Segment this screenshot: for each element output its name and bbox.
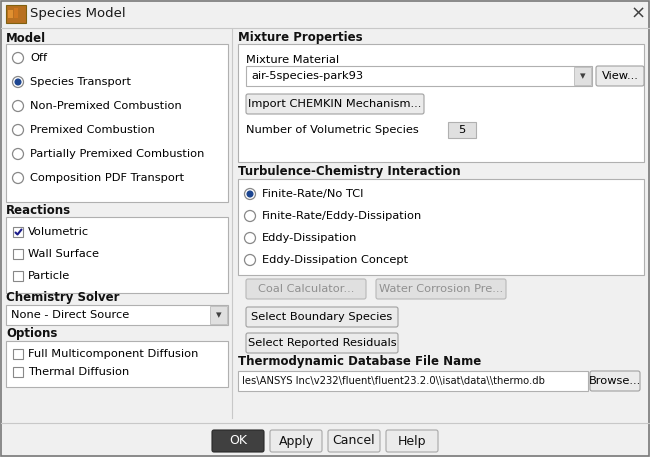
- Bar: [13, 349, 23, 359]
- Bar: [238, 44, 644, 162]
- Text: Full Multicomponent Diffusion: Full Multicomponent Diffusion: [28, 349, 198, 359]
- Circle shape: [12, 124, 23, 135]
- Circle shape: [247, 191, 253, 197]
- Circle shape: [244, 211, 255, 222]
- Text: Chemistry Solver: Chemistry Solver: [6, 291, 120, 303]
- Text: Coal Calculator...: Coal Calculator...: [258, 284, 354, 294]
- FancyBboxPatch shape: [270, 430, 322, 452]
- Text: Mixture Material: Mixture Material: [246, 55, 339, 65]
- Text: ×: ×: [630, 5, 645, 23]
- Bar: [448, 122, 476, 138]
- Text: Finite-Rate/Eddy-Dissipation: Finite-Rate/Eddy-Dissipation: [262, 211, 422, 221]
- Text: Species Transport: Species Transport: [30, 77, 131, 87]
- Bar: [13, 227, 23, 237]
- Text: Browse...: Browse...: [589, 376, 641, 386]
- Text: Options: Options: [6, 328, 57, 340]
- FancyBboxPatch shape: [212, 430, 264, 452]
- Text: ▾: ▾: [580, 71, 586, 81]
- Circle shape: [15, 79, 21, 85]
- Text: ▾: ▾: [216, 310, 222, 320]
- Circle shape: [12, 53, 23, 64]
- Bar: [6, 341, 228, 387]
- Text: OK: OK: [229, 435, 247, 447]
- Text: Wall Surface: Wall Surface: [28, 249, 99, 259]
- Bar: [6, 305, 228, 325]
- FancyBboxPatch shape: [376, 279, 506, 299]
- FancyBboxPatch shape: [596, 66, 644, 86]
- Bar: [6, 5, 26, 23]
- Bar: [13, 271, 23, 281]
- FancyBboxPatch shape: [328, 430, 380, 452]
- Bar: [13, 249, 23, 259]
- FancyBboxPatch shape: [246, 279, 366, 299]
- Text: Apply: Apply: [278, 435, 313, 447]
- Text: les\ANSYS Inc\v232\fluent\fluent23.2.0\\isat\data\\thermo.db: les\ANSYS Inc\v232\fluent\fluent23.2.0\\…: [242, 376, 545, 386]
- FancyBboxPatch shape: [246, 333, 398, 353]
- Text: 5: 5: [458, 125, 465, 135]
- Bar: [210, 306, 227, 324]
- Text: Particle: Particle: [28, 271, 70, 281]
- Circle shape: [12, 101, 23, 112]
- Circle shape: [244, 255, 255, 266]
- FancyBboxPatch shape: [246, 94, 424, 114]
- Text: View...: View...: [601, 71, 638, 81]
- Text: Species Model: Species Model: [30, 7, 125, 21]
- Bar: [8, 10, 13, 18]
- FancyBboxPatch shape: [386, 430, 438, 452]
- Circle shape: [244, 188, 255, 200]
- FancyBboxPatch shape: [246, 307, 398, 327]
- Text: Non-Premixed Combustion: Non-Premixed Combustion: [30, 101, 182, 111]
- Circle shape: [244, 233, 255, 244]
- Bar: [13, 367, 23, 377]
- Text: Composition PDF Transport: Composition PDF Transport: [30, 173, 184, 183]
- Text: Eddy-Dissipation: Eddy-Dissipation: [262, 233, 358, 243]
- Text: Eddy-Dissipation Concept: Eddy-Dissipation Concept: [262, 255, 408, 265]
- Text: Premixed Combustion: Premixed Combustion: [30, 125, 155, 135]
- Circle shape: [12, 172, 23, 184]
- Text: Turbulence-Chemistry Interaction: Turbulence-Chemistry Interaction: [238, 165, 461, 179]
- Text: Thermal Diffusion: Thermal Diffusion: [28, 367, 129, 377]
- Bar: [14, 8, 18, 18]
- Bar: [238, 371, 588, 391]
- Text: Model: Model: [6, 32, 46, 44]
- Bar: [6, 44, 228, 202]
- Bar: [246, 66, 592, 86]
- Text: Import CHEMKIN Mechanism...: Import CHEMKIN Mechanism...: [248, 99, 422, 109]
- Text: Number of Volumetric Species: Number of Volumetric Species: [246, 125, 419, 135]
- Text: Water Corrosion Pre...: Water Corrosion Pre...: [379, 284, 503, 294]
- Circle shape: [12, 149, 23, 159]
- Text: Finite-Rate/No TCI: Finite-Rate/No TCI: [262, 189, 363, 199]
- Text: Partially Premixed Combustion: Partially Premixed Combustion: [30, 149, 204, 159]
- Text: Select Reported Residuals: Select Reported Residuals: [248, 338, 396, 348]
- Text: Off: Off: [30, 53, 47, 63]
- Circle shape: [12, 76, 23, 87]
- Text: Help: Help: [398, 435, 426, 447]
- Text: Mixture Properties: Mixture Properties: [238, 32, 363, 44]
- Text: Thermodynamic Database File Name: Thermodynamic Database File Name: [238, 355, 481, 367]
- FancyBboxPatch shape: [590, 371, 640, 391]
- Text: None - Direct Source: None - Direct Source: [11, 310, 129, 320]
- Bar: [574, 67, 591, 85]
- Text: air-5species-park93: air-5species-park93: [251, 71, 363, 81]
- Text: Reactions: Reactions: [6, 203, 71, 217]
- Text: Volumetric: Volumetric: [28, 227, 89, 237]
- Bar: [6, 217, 228, 293]
- Bar: [238, 179, 644, 275]
- Text: Select Boundary Species: Select Boundary Species: [252, 312, 393, 322]
- Text: Cancel: Cancel: [333, 435, 375, 447]
